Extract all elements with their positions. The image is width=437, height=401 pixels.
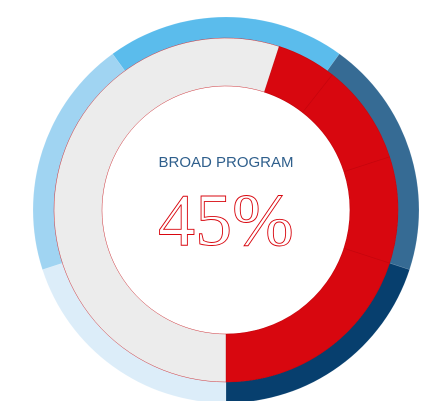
chart-title: BROAD PROGRAM <box>158 154 293 171</box>
ring-segment <box>53 37 280 383</box>
ring-segment <box>343 156 399 264</box>
rings <box>32 16 420 401</box>
headline-value: 45% <box>158 180 294 262</box>
